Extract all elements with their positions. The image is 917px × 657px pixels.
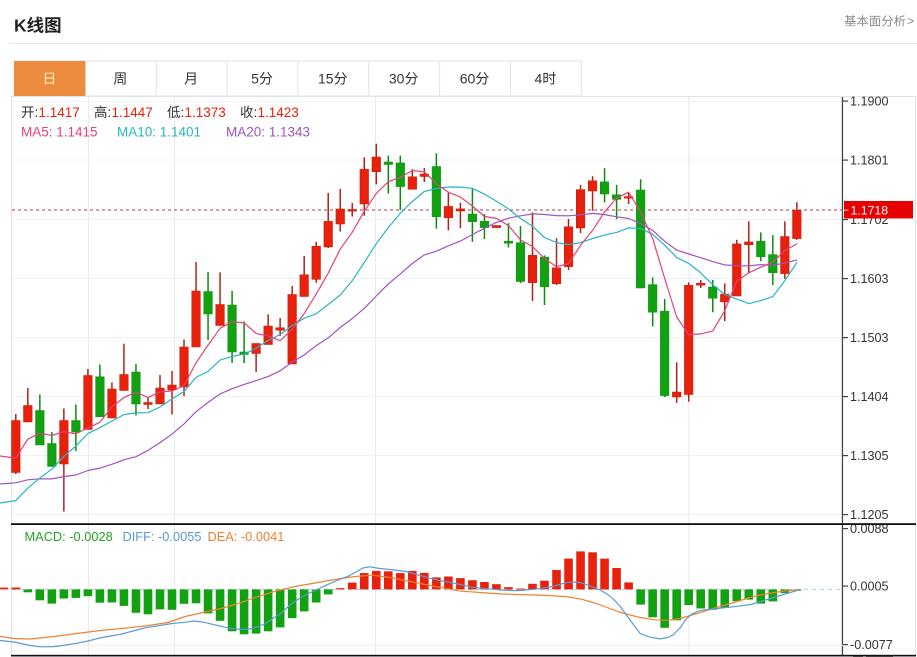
svg-text:1.1305: 1.1305 <box>850 449 889 463</box>
svg-text:1.1801: 1.1801 <box>850 154 889 168</box>
svg-text:1.1603: 1.1603 <box>850 272 889 286</box>
svg-text:4: 4 <box>535 71 543 87</box>
svg-text:MA5: 1.1415: MA5: 1.1415 <box>21 125 98 140</box>
svg-text:1.1205: 1.1205 <box>850 508 889 522</box>
svg-text:1.1423: 1.1423 <box>258 105 299 120</box>
svg-text::: : <box>181 105 185 120</box>
svg-text::: : <box>254 105 258 120</box>
svg-text:MA20: 1.1343: MA20: 1.1343 <box>226 125 310 140</box>
svg-text::: : <box>108 105 112 120</box>
svg-text:K: K <box>14 16 27 36</box>
svg-text:DIFF: -0.0055: DIFF: -0.0055 <box>123 529 202 544</box>
svg-text:>: > <box>907 14 914 28</box>
svg-text:1.1718: 1.1718 <box>851 204 889 218</box>
svg-text:60: 60 <box>460 71 476 87</box>
svg-text:0.0088: 0.0088 <box>850 522 889 536</box>
svg-text:MACD: -0.0028: MACD: -0.0028 <box>25 529 113 544</box>
svg-text::: : <box>35 105 39 120</box>
svg-text:30: 30 <box>389 71 405 87</box>
svg-text:1.1503: 1.1503 <box>850 331 889 345</box>
svg-text:1.1417: 1.1417 <box>39 105 80 120</box>
svg-text:1.1900: 1.1900 <box>850 95 889 109</box>
svg-text:1.1373: 1.1373 <box>185 105 226 120</box>
svg-text:-0.0077: -0.0077 <box>850 638 893 652</box>
svg-text:1.1404: 1.1404 <box>850 390 889 404</box>
svg-text:15: 15 <box>318 71 334 87</box>
svg-text:DEA: -0.0041: DEA: -0.0041 <box>208 529 285 544</box>
svg-text:1.1447: 1.1447 <box>112 105 153 120</box>
svg-text:0.0005: 0.0005 <box>850 580 889 594</box>
svg-text:MA10: 1.1401: MA10: 1.1401 <box>117 125 201 140</box>
svg-text:5: 5 <box>251 71 259 87</box>
